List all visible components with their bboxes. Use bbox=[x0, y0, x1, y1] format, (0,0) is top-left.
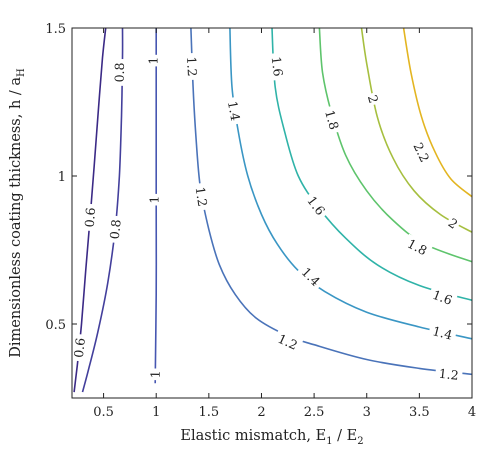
contour-label-text: 0.8 bbox=[112, 62, 127, 82]
contour-label-text: 2 bbox=[365, 93, 382, 105]
contour-label-1.2: 1.2 bbox=[183, 52, 201, 81]
contour-label-2: 2 bbox=[363, 91, 383, 107]
contour-label-bg bbox=[223, 96, 245, 126]
contour-label-bg bbox=[427, 321, 458, 344]
contour-label-bg bbox=[146, 193, 163, 206]
contour-label-1.2: 1.2 bbox=[272, 328, 304, 355]
contour-label-text: 1 bbox=[146, 57, 161, 65]
y-tick-label: 1.5 bbox=[45, 22, 66, 37]
contour-label-text: 1.6 bbox=[431, 287, 455, 308]
x-tick-label: 2 bbox=[257, 405, 265, 420]
contour-label-text: 0.6 bbox=[82, 207, 99, 228]
x-tick-label: 2.5 bbox=[304, 405, 325, 420]
contour-label-0.8: 0.8 bbox=[105, 215, 125, 244]
contour-label-bg bbox=[267, 52, 287, 81]
contour-label-bg bbox=[183, 52, 201, 81]
contour-label-0.6: 0.6 bbox=[80, 203, 99, 232]
contour-label-text: 1.2 bbox=[438, 366, 459, 383]
contour-line-1 bbox=[154, 28, 158, 384]
contour-label-1: 1 bbox=[147, 368, 164, 381]
contour-label-1.6: 1.6 bbox=[427, 285, 458, 310]
contour-label-bg bbox=[295, 261, 327, 292]
contour-label-0.8: 0.8 bbox=[111, 58, 128, 86]
contour-line-1.2 bbox=[190, 27, 473, 376]
contour-label-bg bbox=[145, 54, 162, 67]
contour-label-2: 2 bbox=[443, 213, 463, 234]
contour-label-bg bbox=[105, 215, 125, 244]
contour-label-text: 0.8 bbox=[107, 219, 124, 240]
contour-label-bg bbox=[191, 182, 212, 212]
contour-label-text: 1.2 bbox=[193, 186, 211, 208]
contour-label-bg bbox=[301, 190, 331, 222]
axis-ticks: 0.5 1 1.5 2 2.5 3 3.5 4 0.5 1 1.5 bbox=[45, 22, 476, 420]
contour-label-1.4: 1.4 bbox=[427, 321, 458, 344]
contour-label-bg bbox=[111, 58, 128, 86]
x-tick-label: 1 bbox=[152, 405, 160, 420]
contour-label-text: 1.2 bbox=[184, 56, 200, 77]
x-tick-label: 4 bbox=[468, 405, 476, 420]
x-tick-label: 1.5 bbox=[198, 405, 219, 420]
contour-label-1.2: 1.2 bbox=[434, 364, 464, 384]
contour-label-0.6: 0.6 bbox=[69, 333, 89, 362]
y-tick-label: 1 bbox=[58, 170, 66, 185]
contour-label-bg bbox=[401, 233, 433, 261]
contour-label-text: 1.6 bbox=[269, 56, 286, 78]
contour-label-bg bbox=[427, 285, 458, 310]
contour-label-1: 1 bbox=[145, 54, 162, 67]
plot-frame bbox=[71, 27, 473, 399]
contour-label-2.2: 2.2 bbox=[408, 136, 435, 168]
contour-label-1.8: 1.8 bbox=[320, 104, 344, 135]
contour-labels: 0.6 0.6 0.8 0.8 1 1 1 1.2 1.2 1.2 1.2 1.4 1.4 1.4 1.6 1… bbox=[69, 52, 464, 384]
contour-label-bg bbox=[363, 91, 383, 107]
y-tick-label: 0.5 bbox=[45, 318, 66, 333]
contour-label-bg bbox=[443, 213, 463, 234]
x-tick-label: 3.5 bbox=[409, 405, 430, 420]
contour-lines bbox=[73, 27, 473, 393]
contour-label-bg bbox=[434, 364, 464, 384]
contour-label-bg bbox=[69, 333, 89, 362]
contour-label-1.4: 1.4 bbox=[295, 261, 327, 292]
contour-label-1.8: 1.8 bbox=[401, 233, 433, 261]
contour-label-1.4: 1.4 bbox=[223, 96, 245, 126]
contour-label-bg bbox=[408, 136, 435, 168]
x-axis-label: Elastic mismatch, E1 / E2 bbox=[180, 428, 363, 447]
contour-label-bg bbox=[272, 328, 304, 355]
contour-label-text: 1.4 bbox=[225, 100, 243, 122]
contour-label-1.6: 1.6 bbox=[267, 52, 287, 81]
contour-label-text: 1 bbox=[148, 370, 163, 378]
contour-label-bg bbox=[80, 203, 99, 232]
contour-line-2.2 bbox=[402, 27, 473, 198]
contour-label-1.2: 1.2 bbox=[191, 182, 212, 212]
contour-label-bg bbox=[320, 104, 344, 135]
contour-label-bg bbox=[147, 368, 164, 381]
contour-line-2 bbox=[360, 27, 473, 233]
x-tick-label: 3 bbox=[363, 405, 371, 420]
contour-label-text: 1.4 bbox=[431, 323, 454, 342]
contour-label-1: 1 bbox=[146, 193, 163, 206]
contour-label-text: 1.8 bbox=[322, 108, 342, 131]
contour-label-text: 1 bbox=[147, 196, 162, 204]
x-tick-label: 0.5 bbox=[93, 405, 114, 420]
contour-label-text: 0.6 bbox=[71, 337, 88, 358]
y-axis-label: Dimensionless coating thickness, h / aH bbox=[8, 68, 27, 358]
